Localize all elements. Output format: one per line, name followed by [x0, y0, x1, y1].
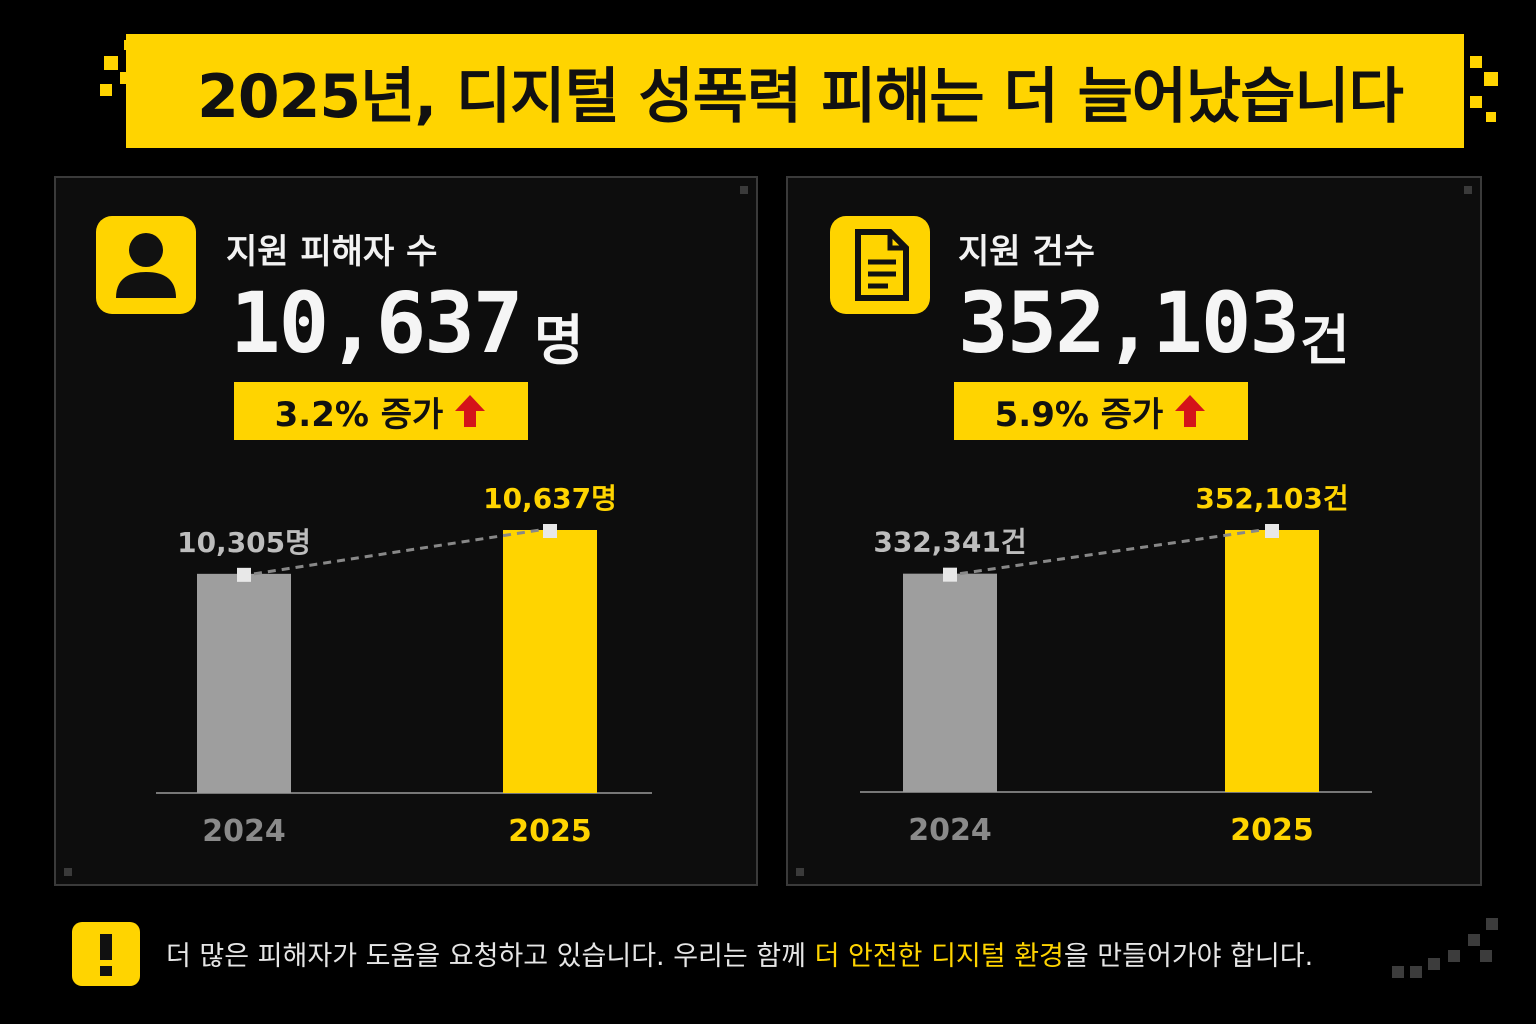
footer-text-after: 을 만들어가야 합니다. [1063, 941, 1314, 972]
cases-unit: 건 [1300, 309, 1350, 372]
pixel-decoration [1392, 966, 1404, 978]
marker-2025 [1265, 524, 1279, 538]
footer-highlight: 더 안전한 디지털 환경 [814, 941, 1064, 972]
bar-2025 [503, 530, 597, 793]
title-banner [150, 34, 1450, 148]
marker-2025 [543, 524, 557, 538]
up-arrow-icon [1175, 395, 1206, 427]
pixel-decoration [796, 868, 804, 876]
footer-text-before: 더 많은 피해자가 도움을 요청하고 있습니다. 우리는 함께 [166, 941, 815, 972]
pixel-decoration [1448, 950, 1460, 962]
victims-label: 지원 피해자 수 [226, 232, 438, 272]
up-arrow-icon [455, 395, 486, 427]
tick-label-2024: 2024 [202, 814, 286, 849]
tick-label-2024: 2024 [908, 813, 992, 848]
pixel-decoration [1468, 934, 1480, 946]
cases-label: 지원 건수 [958, 232, 1095, 272]
pixel-decoration [1464, 186, 1472, 194]
cases-panel: 지원 건수 352,103 건 5.9% 증가 332,341건 352,103… [786, 176, 1482, 886]
cases-value: 352,103 [958, 274, 1300, 372]
marker-2024 [943, 567, 957, 582]
cases-change-badge: 5.9% 증가 [954, 382, 1248, 440]
pixel-decoration [1480, 950, 1492, 962]
data-label-2025: 352,103건 [1195, 482, 1348, 515]
victims-chart: 10,305명 10,637명 2024 2025 [156, 482, 652, 849]
cases-change-text: 5.9% 증가 [994, 394, 1164, 435]
bar-2024 [903, 573, 997, 792]
pixel-decoration [104, 56, 118, 70]
document-icon-box [830, 216, 930, 314]
victims-panel: 지원 피해자 수 10,637 명 3.2% 증가 10,305명 10,637… [54, 176, 758, 886]
data-label-2025: 10,637명 [483, 482, 617, 515]
victims-change-text: 3.2% 증가 [274, 394, 444, 435]
victims-value: 10,637 [230, 274, 523, 372]
data-label-2024: 332,341건 [873, 526, 1026, 559]
pixel-decoration [124, 40, 134, 50]
document-icon [855, 229, 909, 301]
tick-label-2025: 2025 [508, 814, 592, 849]
pixel-decoration [1486, 918, 1498, 930]
cases-chart: 332,341건 352,103건 2024 2025 [860, 482, 1372, 848]
pixel-decoration [740, 186, 748, 194]
title-banner-edge [126, 34, 150, 148]
title-banner-edge [1450, 34, 1464, 148]
pixel-decoration [1470, 56, 1482, 68]
pixel-decoration [1428, 958, 1440, 970]
trend-line [253, 528, 541, 576]
person-icon-box [96, 216, 196, 314]
pixel-decoration [1486, 112, 1496, 122]
person-icon [116, 233, 176, 298]
exclamation-icon [100, 934, 112, 976]
pixel-decoration [120, 72, 132, 84]
page-title: 2025년, 디지털 성폭력 피해는 더 늘어났습니다 [197, 61, 1404, 132]
data-label-2024: 10,305명 [177, 526, 311, 559]
pixel-decoration [100, 84, 112, 96]
pixel-decoration [64, 868, 72, 876]
marker-2024 [237, 567, 251, 582]
pixel-decoration [140, 112, 150, 122]
footer-message: 더 많은 피해자가 도움을 요청하고 있습니다. 우리는 함께 더 안전한 디지… [166, 934, 1313, 973]
pixel-decoration [1410, 966, 1422, 978]
victims-change-badge: 3.2% 증가 [234, 382, 528, 440]
bar-2024 [197, 573, 291, 793]
pixel-decoration [1484, 72, 1498, 86]
tick-label-2025: 2025 [1230, 813, 1314, 848]
bar-2025 [1225, 530, 1319, 792]
victims-unit: 명 [534, 309, 584, 372]
trend-line [959, 528, 1263, 576]
alert-icon-box [72, 922, 140, 986]
pixel-decoration [1470, 96, 1482, 108]
